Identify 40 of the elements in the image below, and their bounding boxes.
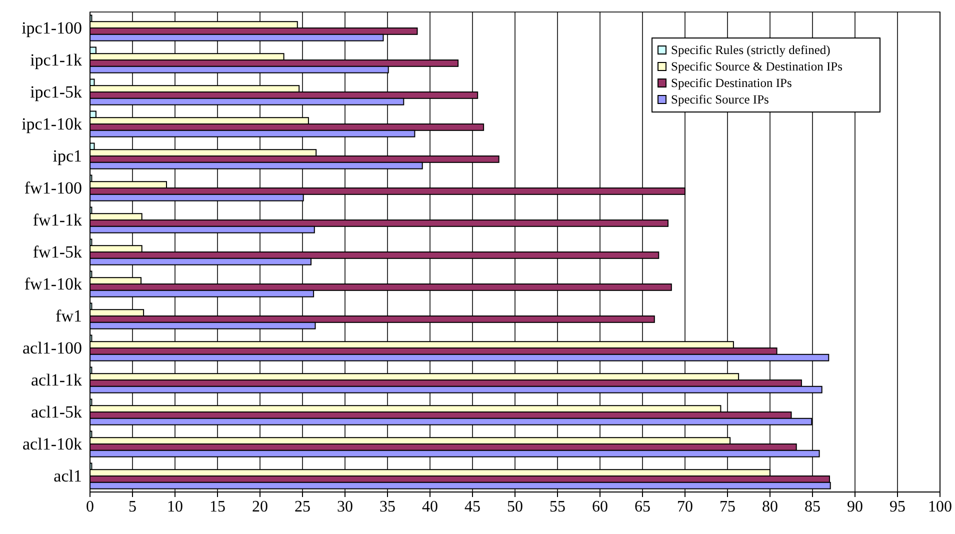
x-tick-label: 55 bbox=[550, 498, 566, 516]
x-tick-label: 70 bbox=[677, 498, 693, 516]
y-tick-label: fw1-100 bbox=[24, 178, 82, 198]
x-tick-label: 45 bbox=[464, 498, 480, 516]
y-tick-label: fw1-10k bbox=[24, 274, 82, 294]
y-tick-label: acl1-10k bbox=[22, 434, 82, 454]
y-tick-label: ipc1-100 bbox=[22, 18, 82, 38]
y-tick-label: acl1-1k bbox=[31, 370, 82, 390]
y-tick-label: ipc1-1k bbox=[30, 50, 82, 70]
y-tick-label: acl1-100 bbox=[22, 338, 82, 358]
x-tick-label: 90 bbox=[847, 498, 863, 516]
legend-label: Specific Rules (strictly defined) bbox=[671, 43, 830, 57]
x-tick-label: 15 bbox=[210, 498, 226, 516]
y-tick-label: acl1-5k bbox=[31, 402, 82, 422]
y-tick-label: fw1-1k bbox=[32, 210, 82, 230]
legend-label: Specific Source IPs bbox=[671, 92, 770, 106]
x-tick-label: 25 bbox=[294, 498, 310, 516]
legend-label: Specific Destination IPs bbox=[671, 76, 792, 90]
x-tick-label: 20 bbox=[252, 498, 268, 516]
x-tick-label: 30 bbox=[337, 498, 353, 516]
legend-label: Specific Source & Destination IPs bbox=[671, 60, 843, 74]
x-tick-label: 40 bbox=[422, 498, 438, 516]
x-tick-label: 5 bbox=[128, 498, 136, 516]
y-tick-label: fw1-5k bbox=[32, 242, 82, 262]
x-tick-label: 0 bbox=[86, 498, 94, 516]
x-tick-label: 10 bbox=[167, 498, 183, 516]
y-tick-label: fw1 bbox=[56, 306, 82, 326]
x-tick-label: 65 bbox=[634, 498, 650, 516]
x-tick-label: 60 bbox=[592, 498, 608, 516]
x-tick-label: 75 bbox=[720, 498, 736, 516]
y-tick-label: ipc1-5k bbox=[30, 82, 82, 102]
x-tick-label: 100 bbox=[928, 498, 952, 516]
x-tick-label: 85 bbox=[804, 498, 820, 516]
y-tick-label: ipc1-10k bbox=[22, 114, 82, 134]
x-tick-label: 80 bbox=[762, 498, 778, 516]
y-tick-label: acl1 bbox=[54, 466, 82, 486]
x-tick-label: 35 bbox=[380, 498, 396, 516]
y-tick-label: ipc1 bbox=[52, 146, 82, 166]
x-tick-label: 50 bbox=[507, 498, 523, 516]
x-tick-label: 95 bbox=[890, 498, 906, 516]
